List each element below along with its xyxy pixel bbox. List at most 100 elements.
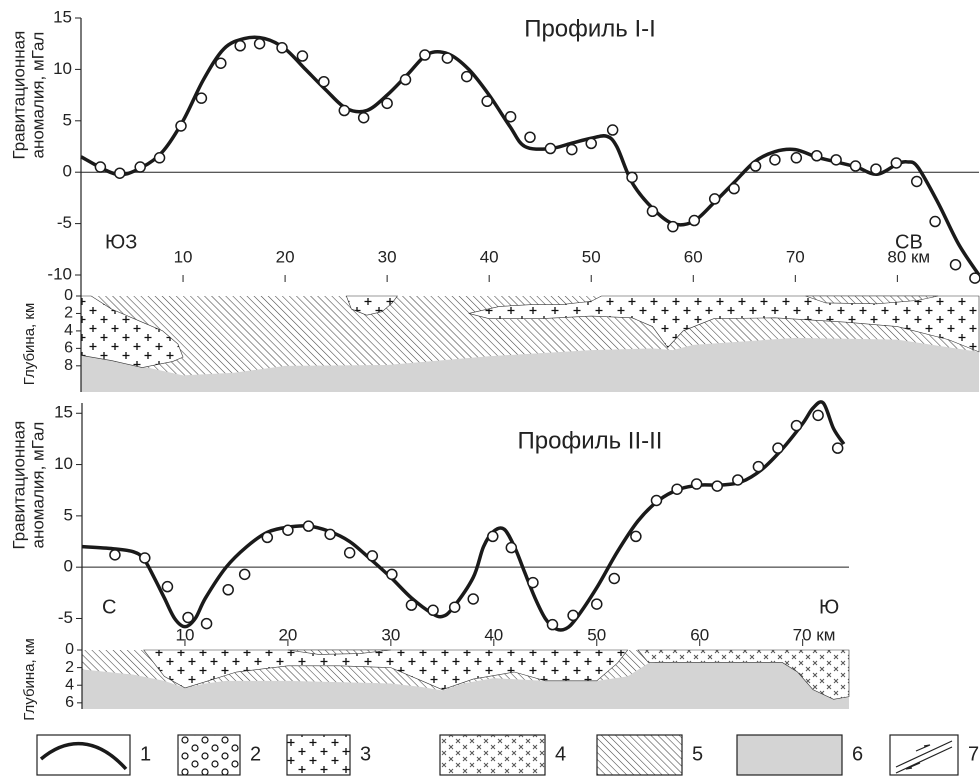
observed-point [728,182,740,195]
legend-box [889,734,959,776]
depth-tick-label: 0 [65,641,74,658]
observed-point [650,494,663,507]
x-tick-label: 40 [484,625,503,644]
observed-point [505,541,518,554]
observed-point [109,549,121,561]
observed-point [182,611,194,624]
legend-box [736,734,843,776]
observed-point [929,215,941,228]
observed-point [195,92,208,104]
observed-point [630,530,642,543]
observed-point [524,131,536,143]
observed-point [302,520,315,532]
y-tick-label: -10 [47,264,72,283]
observed-point [890,157,903,169]
y-axis-label: аномалия, мГал [28,32,47,159]
direction-label: ЮЗ [105,231,137,253]
observed-point [732,474,744,486]
observed-point [261,531,274,544]
legend-box [286,734,351,776]
y-axis-label: аномалия, мГал [28,422,47,549]
observed-point [338,104,351,117]
model-curve [81,400,846,632]
basement [82,661,849,709]
y-tick-label: 5 [63,110,72,129]
observed-point [646,205,659,218]
observed-point [460,70,473,83]
legend-item: 2 [177,734,261,776]
depth-tick-label: 6 [64,340,73,357]
observed-point [591,598,603,610]
observed-point [467,593,479,605]
observed-point [222,583,234,596]
legend-label: 4 [555,743,566,765]
observed-point [487,530,499,543]
depth-tick-label: 4 [65,676,74,693]
depth-tick-label: 8 [64,357,73,374]
observed-point [566,143,578,156]
x-tick-label: 30 [381,625,400,644]
observed-point [544,142,557,155]
y-tick-label: 0 [63,162,72,181]
observed-point [911,175,923,188]
x-tick-label: 50 [587,625,606,644]
direction-label: Ю [819,596,839,618]
x-tick-label: 30 [378,247,397,266]
observed-point [608,572,621,585]
legend-item: 1 [36,734,151,776]
x-tick-label: 70 км [793,625,836,644]
legend-item: 5 [596,734,703,776]
geologic-body [80,295,184,368]
depth-axis-label: Глубина, км [21,303,38,386]
observed-point [810,150,823,162]
legend-item: 6 [736,734,863,776]
observed-point [175,120,187,132]
observed-point [114,167,126,179]
observed-point [427,604,439,617]
model-curve [80,35,980,276]
observed-point [749,160,762,172]
y-tick-label: 15 [53,7,72,26]
observed-point [969,272,980,284]
legend-label: 1 [140,743,151,765]
observed-point [448,601,461,613]
legend-label: 7 [968,743,979,765]
depth-tick-label: 2 [65,659,74,676]
legend-box [177,734,241,776]
y-tick-label: 0 [64,557,73,576]
direction-label: СВ [895,231,923,253]
legend-label: 6 [852,743,863,765]
observed-point [690,478,703,490]
legend-box [439,734,546,776]
legend-label: 2 [250,743,261,765]
observed-point [215,57,227,69]
observed-point [386,568,398,581]
observed-point [585,137,597,150]
observed-point [849,160,862,172]
legend-label: 5 [692,743,703,765]
observed-point [546,618,559,631]
observed-point [318,75,330,88]
legend-curve [39,741,128,771]
geologic-body [345,295,398,316]
legend-item: 7 [889,734,979,776]
x-tick-label: 80 км [887,247,930,266]
observed-point [667,220,679,233]
observed-point [253,37,266,50]
direction-label: С [102,596,116,618]
observed-point [831,442,844,454]
x-tick-label: 10 [174,247,193,266]
depth-tick-label: 2 [64,305,73,322]
observed-point [711,480,723,492]
depth-tick-label: 4 [64,322,73,339]
legend-box [36,734,131,776]
y-tick-label: 10 [53,59,72,78]
legend-swatch [597,735,682,775]
observed-point [671,483,683,495]
geologic-body [805,295,939,305]
observed-point [567,609,579,622]
geologic-body [287,649,391,655]
x-tick-label: 20 [276,247,295,266]
observed-point [282,524,294,536]
